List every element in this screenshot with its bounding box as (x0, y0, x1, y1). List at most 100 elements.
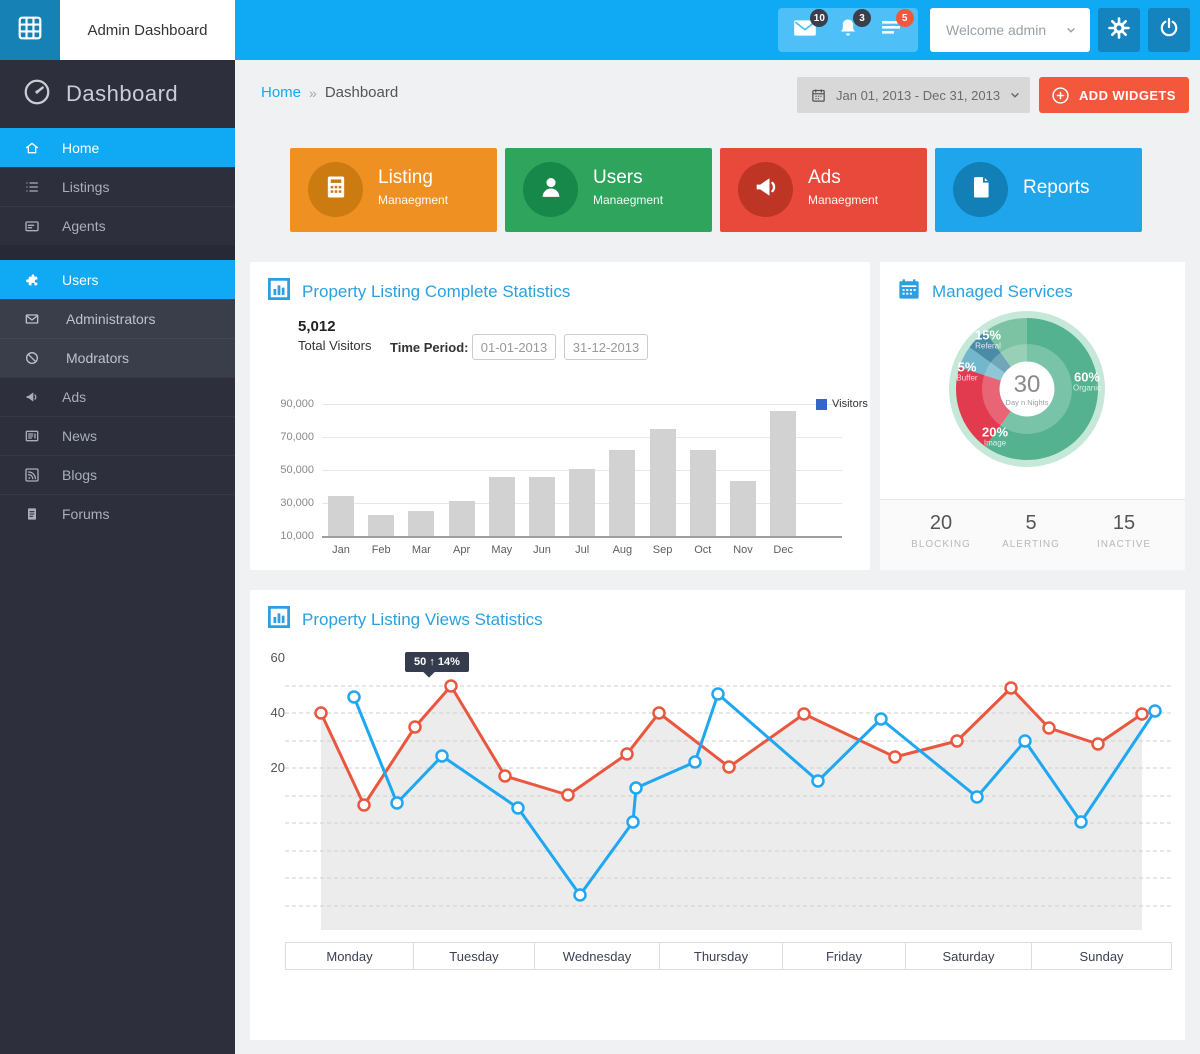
bar-apr (448, 501, 475, 536)
card-icon-circle (953, 162, 1008, 217)
red-series-point (1091, 737, 1105, 751)
breadcrumb-separator: » (309, 84, 317, 101)
sidebar-item-listings[interactable]: Listings (0, 167, 235, 206)
sidebar-item-label: Forums (62, 506, 110, 522)
calculator-icon (322, 173, 350, 206)
grid-logo-icon (17, 15, 43, 46)
sidebar-item-forums[interactable]: Forums (0, 494, 235, 533)
blue-series-point (711, 687, 725, 701)
sidebar-item-label: Administrators (66, 311, 156, 327)
report-icon (967, 173, 995, 206)
period-from-input[interactable] (472, 334, 556, 360)
x-axis-day-thursday: Thursday (660, 942, 783, 970)
gauge-icon (22, 77, 52, 112)
total-visitors-label: Total Visitors (298, 338, 372, 353)
mail-notification[interactable]: 10 (790, 9, 829, 45)
sidebar-header: Dashboard (0, 60, 235, 128)
card-subtitle: Manaegment (593, 193, 664, 207)
bar-feb (368, 515, 395, 536)
sidebar-item-administrators[interactable]: Administrators (0, 299, 235, 338)
blue-series-point (1074, 815, 1088, 829)
property-listing-views-panel: Property Listing Views Statistics 50 ↑ 1… (250, 590, 1185, 1040)
notification-badge: 5 (895, 9, 914, 27)
service-stat-blocking: 20 BLOCKING (911, 512, 971, 550)
red-series-point (888, 750, 902, 764)
service-stat-alerting: 5 ALERTING (1002, 512, 1060, 550)
bar-mar (408, 511, 435, 536)
add-widgets-button[interactable]: ADD WIDGETS (1039, 77, 1189, 113)
home-icon (24, 140, 40, 156)
y-axis-label: 10,000 (280, 530, 314, 542)
time-period-label: Time Period: (390, 340, 469, 355)
red-series-point (722, 760, 736, 774)
sidebar-item-news[interactable]: News (0, 416, 235, 455)
x-axis-day-tuesday: Tuesday (414, 942, 535, 970)
sidebar-item-home[interactable]: Home (0, 128, 235, 167)
x-axis-line (322, 536, 842, 538)
x-axis-day-monday: Monday (285, 942, 414, 970)
bar-oct (689, 450, 716, 536)
sidebar-item-modrators[interactable]: Modrators (0, 338, 235, 377)
blue-series-point (1018, 734, 1032, 748)
ads-management-card[interactable]: Ads Manaegment (720, 148, 927, 232)
gridline (322, 437, 842, 438)
chart-legend: Visitors (816, 398, 868, 410)
x-axis-label: Dec (773, 544, 793, 556)
date-range-picker[interactable]: Jan 01, 2013 - Dec 31, 2013 (797, 77, 1030, 113)
y-axis-label: 50,000 (280, 464, 314, 476)
messages-icon (879, 16, 903, 45)
blue-series-point (970, 790, 984, 804)
sidebar-item-label: Users (62, 272, 99, 288)
bell-icon (836, 16, 860, 45)
x-axis-day-friday: Friday (783, 942, 906, 970)
blue-series-point (347, 690, 361, 704)
stat-value: 20 (929, 512, 953, 534)
managed-services-stats: 20 BLOCKING 5 ALERTING 15 INACTIVE (880, 499, 1185, 570)
period-to-input[interactable] (564, 334, 648, 360)
bar-dec (770, 411, 797, 536)
blue-series-point (629, 781, 643, 795)
sidebar-item-label: Home (62, 140, 100, 156)
sidebar-item-blogs[interactable]: Blogs (0, 455, 235, 494)
chevron-down-icon (1008, 88, 1022, 102)
breadcrumb-home-link[interactable]: Home (261, 84, 302, 101)
y-axis-label: 40 (270, 705, 285, 720)
user-menu-label: Welcome admin (946, 22, 1047, 38)
red-series-point (620, 747, 634, 761)
legend-swatch (816, 398, 827, 410)
users-management-card[interactable]: Users Manaegment (505, 148, 712, 232)
sidebar-item-ads[interactable]: Ads (0, 377, 235, 416)
bar-jan (328, 495, 354, 536)
x-axis-label: Jul (575, 544, 590, 556)
managed-services-donut-chart: 30 Day n Nights 60% Organic 20% Image 5% Buffer… (880, 302, 1185, 542)
sidebar-item-agents[interactable]: Agents (0, 206, 235, 245)
total-visitors-value: 5,012 (298, 318, 336, 335)
card-icon-circle (523, 162, 578, 217)
user-menu[interactable]: Welcome admin (930, 8, 1090, 52)
y-axis-label: 90,000 (280, 398, 314, 410)
red-series-point (314, 706, 328, 720)
card-subtitle: Manaegment (378, 193, 449, 207)
calendar-grid-icon (898, 278, 920, 305)
listing-management-card[interactable]: Listing Manaegment (290, 148, 497, 232)
x-axis-label: Aug (612, 544, 633, 556)
area-fill (321, 686, 1142, 930)
x-axis-label: Sep (652, 544, 673, 556)
bell-notification[interactable]: 3 (833, 9, 871, 45)
breadcrumb-current: Dashboard (324, 84, 399, 101)
logout-button[interactable] (1148, 8, 1190, 52)
reports-management-card[interactable]: Reports (935, 148, 1142, 232)
card-title: Listing (378, 167, 433, 188)
blue-series-point (435, 749, 449, 763)
sidebar-item-users[interactable]: Users (0, 260, 235, 299)
sidebar-item-label: Agents (62, 218, 106, 234)
y-axis-label: 20 (270, 760, 285, 775)
messages-notification[interactable]: 5 (876, 9, 914, 45)
app-logo[interactable] (0, 0, 60, 60)
x-axis-label: Feb (371, 544, 391, 556)
settings-button[interactable] (1098, 8, 1140, 52)
donut-label-image: 20% Image (981, 424, 1009, 448)
x-axis-label: Nov (733, 544, 753, 556)
panel-title: Managed Services (932, 281, 1073, 301)
bar-chart-icon (268, 606, 290, 633)
